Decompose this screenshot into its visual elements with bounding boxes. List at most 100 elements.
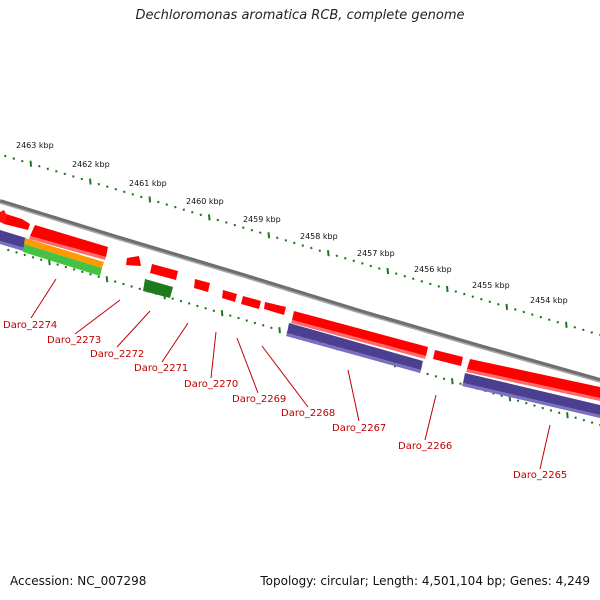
accession-text: Accession: NC_007298 (10, 574, 147, 588)
major-tick (327, 250, 330, 257)
kbp-label: 2457 kbp (357, 249, 395, 258)
minor-tick (344, 256, 347, 260)
genome-info-text: Topology: circular; Length: 4,501,104 bp… (260, 574, 590, 588)
gene-arrow (23, 244, 102, 276)
gene-leader-line (424, 394, 437, 441)
major-tick (220, 310, 224, 317)
minor-tick (196, 304, 199, 308)
minor-tick (216, 218, 220, 222)
gene-label[interactable]: Daro_2267 (332, 423, 386, 434)
gene-label[interactable]: Daro_2274 (3, 320, 57, 331)
minor-tick (7, 248, 10, 252)
minor-tick (459, 382, 462, 385)
gene-label[interactable]: Daro_2270 (184, 379, 238, 390)
gene-leader-line (30, 278, 57, 319)
major-tick (505, 303, 509, 310)
minor-tick (318, 249, 322, 252)
gene-label[interactable]: Daro_2273 (47, 335, 101, 346)
minor-tick (63, 172, 67, 176)
minor-tick (4, 154, 7, 158)
minor-tick (259, 231, 262, 235)
gene-leader-line (116, 310, 151, 348)
minor-tick (284, 239, 288, 242)
gene-arrow (0, 210, 6, 224)
minor-tick (531, 313, 534, 316)
gene-arrow (0, 230, 26, 248)
major-tick (566, 412, 569, 419)
minor-tick (412, 277, 415, 281)
minor-tick (480, 297, 483, 301)
minor-tick (245, 319, 249, 322)
minor-tick (225, 221, 228, 224)
minor-tick (442, 377, 446, 381)
minor-tick (352, 259, 356, 263)
gene-label[interactable]: Daro_2272 (90, 349, 144, 360)
gene-arrow (143, 279, 173, 298)
minor-tick (471, 295, 475, 298)
minor-tick (437, 285, 441, 288)
minor-tick (138, 287, 142, 291)
minor-tick (395, 272, 398, 275)
minor-tick (187, 302, 191, 305)
minor-tick (250, 228, 254, 232)
minor-tick (582, 328, 585, 332)
gene-arrow (24, 238, 104, 268)
gene-arrow (433, 350, 463, 366)
minor-tick (420, 280, 424, 283)
minor-tick (171, 297, 175, 300)
minor-tick (488, 300, 492, 304)
minor-tick (403, 274, 407, 278)
minor-tick (174, 205, 177, 209)
gene-label[interactable]: Daro_2269 (232, 394, 286, 405)
minor-tick (434, 375, 438, 378)
gene-arrow (467, 359, 600, 398)
gene-arrow (194, 279, 210, 292)
major-tick (89, 178, 92, 185)
minor-tick (38, 164, 41, 168)
gene-label[interactable]: Daro_2265 (513, 470, 567, 481)
major-tick (208, 214, 211, 221)
minor-tick (242, 226, 245, 229)
minor-tick (516, 399, 520, 402)
minor-tick (590, 421, 594, 424)
gene-arrow (462, 383, 600, 418)
minor-tick (55, 170, 58, 173)
minor-tick (463, 292, 466, 296)
gene-label[interactable]: Daro_2271 (134, 363, 188, 374)
gene-label[interactable]: Daro_2268 (281, 408, 335, 419)
major-tick (267, 232, 271, 239)
major-tick (278, 327, 281, 334)
minor-tick (369, 264, 373, 268)
minor-tick (31, 256, 35, 259)
minor-tick (533, 404, 536, 407)
minor-tick (549, 409, 553, 412)
minor-tick (233, 223, 237, 227)
gene-leader-line (161, 322, 189, 363)
minor-tick (23, 253, 27, 257)
minor-tick (229, 314, 232, 317)
minor-tick (270, 326, 273, 330)
kbp-label: 2460 kbp (186, 197, 224, 206)
major-tick (386, 267, 390, 275)
upper-tick-track (4, 154, 600, 337)
gene-label[interactable]: Daro_2266 (398, 441, 452, 452)
gene-leader-line (347, 369, 360, 422)
gene-arrow (292, 311, 428, 356)
gene-features (0, 210, 600, 418)
minor-tick (140, 195, 143, 199)
gene-arrow (150, 264, 178, 280)
minor-tick (573, 326, 577, 329)
minor-tick (454, 290, 458, 293)
minor-tick (293, 241, 296, 245)
minor-tick (522, 310, 526, 314)
map-title: Dechloromonas aromatica RCB, complete ge… (135, 8, 465, 23)
minor-tick (97, 182, 101, 186)
minor-tick (179, 299, 183, 303)
minor-tick (557, 411, 561, 415)
minor-tick (525, 401, 528, 405)
minor-tick (548, 318, 551, 321)
gene-arrow (0, 241, 24, 251)
minor-tick (556, 320, 560, 324)
kbp-label: 2456 kbp (414, 265, 452, 274)
